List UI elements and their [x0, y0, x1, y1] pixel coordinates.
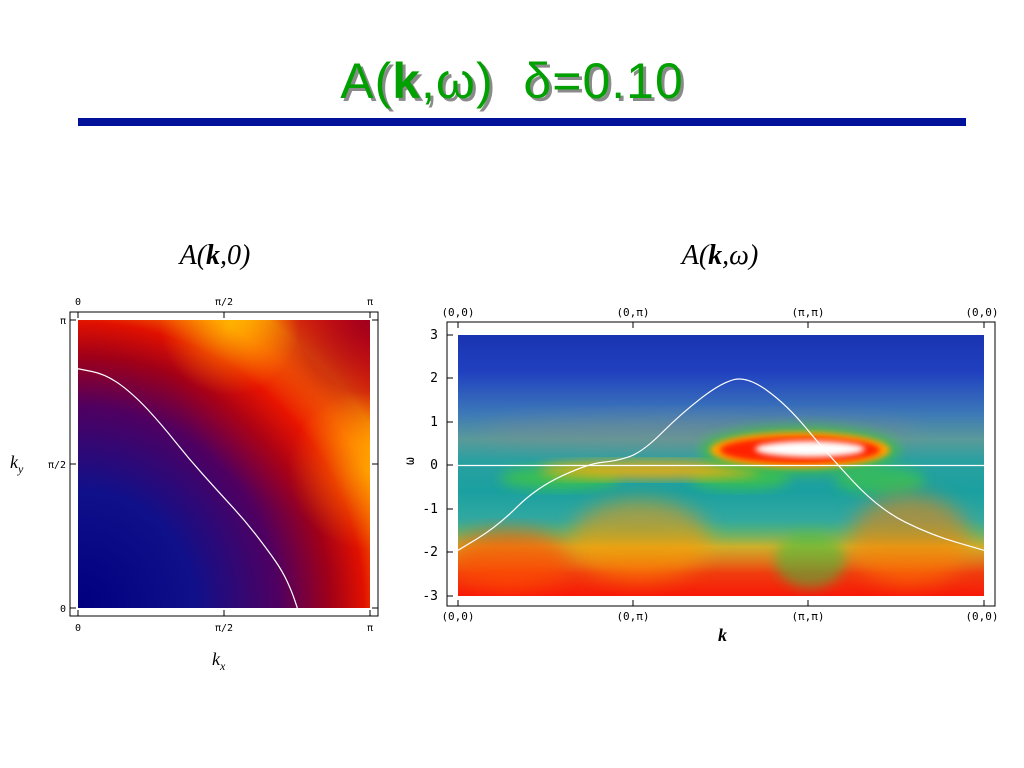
right-bottom-tick-gamma: (0,0) — [441, 610, 474, 623]
left-axis-ticks — [70, 312, 378, 616]
left-bottom-tick-pi: π — [367, 623, 373, 634]
right-y-tick-2: 2 — [430, 371, 438, 386]
left-top-tick-0: 0 — [75, 297, 81, 308]
right-ylabel: ω — [403, 457, 418, 465]
left-ylabel: ky — [10, 452, 24, 476]
left-top-tick-pi2: π/2 — [215, 297, 233, 308]
right-y-tick-1: 1 — [430, 415, 438, 430]
left-bottom-tick-0: 0 — [75, 623, 81, 634]
right-top-tick-X: (0,π) — [616, 306, 649, 319]
left-heatmap — [69, 311, 379, 617]
left-bottom-tick-pi2: π/2 — [215, 623, 233, 634]
left-panel-title: A(k,0) — [179, 240, 251, 271]
right-y-tick-3: 3 — [430, 328, 438, 343]
right-bottom-tick-M: (π,π) — [791, 610, 824, 623]
right-axis-ticks — [447, 322, 985, 606]
right-top-tick-gamma-end: (0,0) — [965, 306, 998, 319]
right-xlabel: k — [718, 625, 727, 645]
right-y-tick-m1: -1 — [422, 502, 438, 517]
right-y-tick-m2: -2 — [422, 545, 438, 560]
left-y-tick-pi: π — [60, 316, 66, 327]
fermi-surface-curve — [77, 368, 298, 609]
title-rule — [78, 118, 966, 126]
right-y-tick-0: 0 — [430, 458, 438, 473]
right-bottom-tick-gamma-end: (0,0) — [965, 610, 998, 623]
right-bottom-tick-X: (0,π) — [616, 610, 649, 623]
right-heatmap — [446, 321, 996, 607]
left-xlabel: kx — [212, 649, 226, 673]
left-y-tick-0: 0 — [60, 604, 66, 615]
right-y-tick-m3: -3 — [422, 589, 438, 604]
left-y-tick-pi2: π/2 — [48, 460, 66, 471]
right-top-tick-M: (π,π) — [791, 306, 824, 319]
bare-dispersion-curve — [457, 378, 985, 551]
slide-title: A(k,ω) δ=0.10 — [340, 53, 684, 109]
right-top-tick-gamma: (0,0) — [441, 306, 474, 319]
quasiparticle-peak — [755, 441, 865, 457]
right-panel-title: A(k,ω) — [681, 240, 759, 271]
left-top-tick-pi: π — [367, 297, 373, 308]
